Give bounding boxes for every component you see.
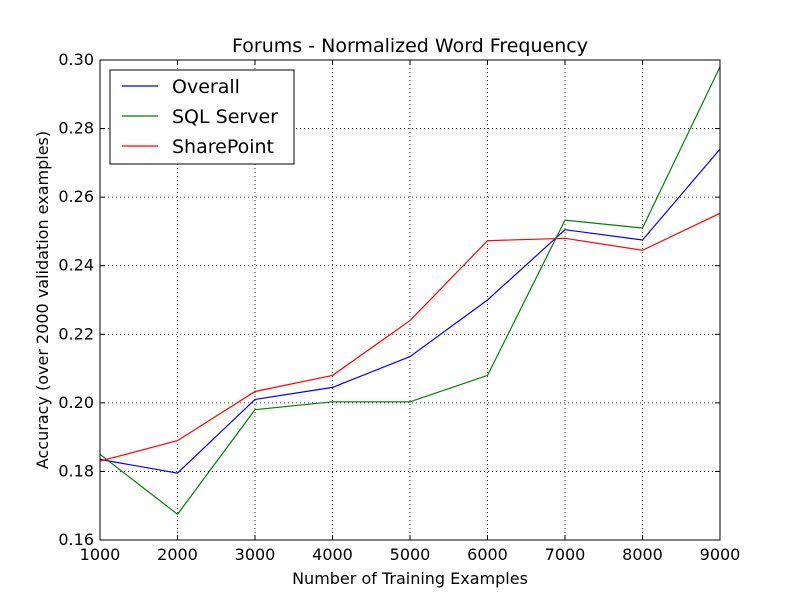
chart-title: Forums - Normalized Word Frequency [232,35,588,57]
x-tick-label: 2000 [157,545,198,564]
y-axis-label: Accuracy (over 2000 validation examples) [33,131,52,469]
series-lines [99,66,721,516]
series-line-sql-server [99,66,721,516]
y-tick-label: 0.22 [58,324,94,343]
x-tick-label: 3000 [235,545,276,564]
x-tick-label: 6000 [467,545,508,564]
legend: Overall SQL Server SharePoint [109,69,295,165]
legend-label: Overall [172,76,240,98]
grid-lines [100,60,720,540]
x-tick-label: 4000 [312,545,353,564]
y-tick-label: 0.16 [58,530,94,549]
legend-label: SharePoint [172,136,274,158]
y-tick-label: 0.24 [58,256,94,275]
y-tick-label: 0.18 [58,461,94,480]
series-line-overall [99,148,721,474]
x-tick-label: 9000 [700,545,741,564]
y-tick-label: 0.20 [58,393,94,412]
series-line-sharepoint [99,212,721,462]
x-tick-label: 8000 [622,545,663,564]
x-tick-label: 1000 [80,545,121,564]
tick-labels: 1000 2000 3000 4000 5000 6000 7000 8000 9000 0.16… [58,50,740,564]
legend-label: SQL Server [172,106,278,128]
y-tick-label: 0.28 [58,119,94,138]
x-axis-label: Number of Training Examples [292,569,528,588]
y-tick-label: 0.26 [58,187,94,206]
x-tick-label: 7000 [545,545,586,564]
axis-ticks [99,59,721,541]
y-tick-label: 0.30 [58,50,94,69]
x-tick-label: 5000 [390,545,431,564]
